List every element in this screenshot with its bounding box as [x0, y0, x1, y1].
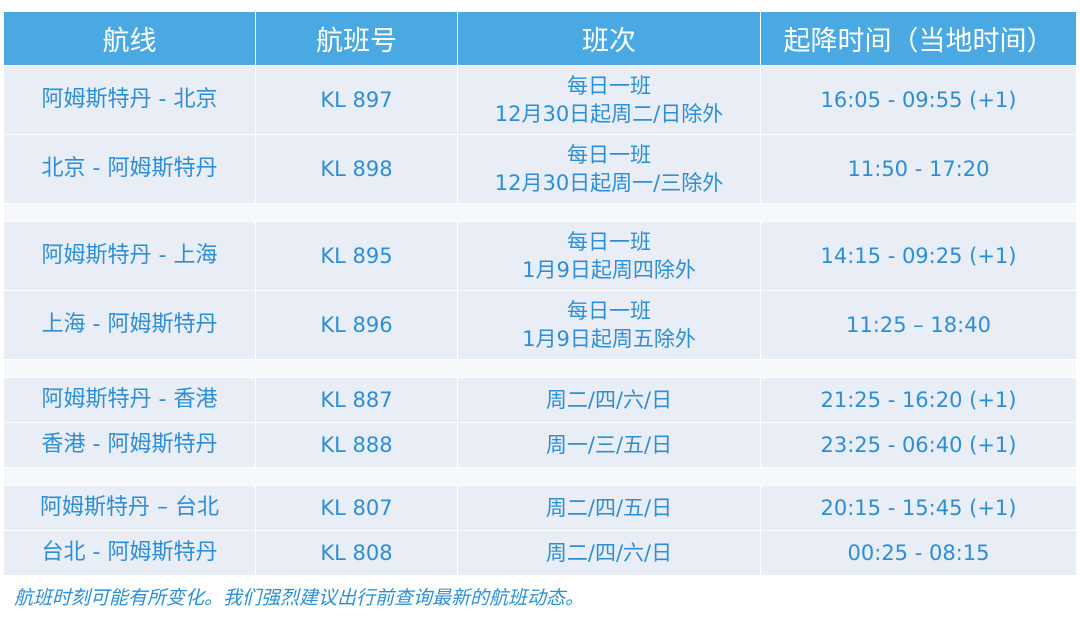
time-cell: 00:25 - 08:15 — [761, 531, 1076, 576]
frequency-line: 周一/三/五/日 — [545, 433, 673, 457]
table-row: 阿姆斯特丹 - 香港 KL 887 周二/四/六/日 21:25 - 16:20… — [4, 378, 1076, 423]
flight-number-cell: KL 808 — [256, 531, 458, 576]
route-cell: 阿姆斯特丹 – 台北 — [4, 486, 256, 531]
header-flight-number: 航班号 — [256, 12, 458, 66]
table-row: 台北 - 阿姆斯特丹 KL 808 周二/四/六/日 00:25 - 08:15 — [4, 531, 1076, 576]
frequency-line: 周二/四/五/日 — [545, 496, 673, 520]
table-row: 阿姆斯特丹 – 台北 KL 807 周二/四/五/日 20:15 - 15:45… — [4, 486, 1076, 531]
flight-number-cell: KL 898 — [256, 135, 458, 204]
time-cell: 11:50 - 17:20 — [761, 135, 1076, 204]
group-separator — [4, 204, 1076, 222]
frequency-cell: 每日一班 12月30日起周二/日除外 — [458, 66, 761, 135]
route-cell: 香港 - 阿姆斯特丹 — [4, 423, 256, 468]
frequency-line: 周二/四/六/日 — [545, 541, 673, 565]
frequency-cell: 周一/三/五/日 — [458, 423, 761, 468]
flight-schedule-table: 航线 航班号 班次 起降时间（当地时间） 阿姆斯特丹 - 北京 KL 897 每… — [4, 12, 1076, 576]
header-route: 航线 — [4, 12, 256, 66]
separator-cell — [4, 468, 1076, 486]
table-row: 上海 - 阿姆斯特丹 KL 896 每日一班 1月9日起周五除外 11:25 –… — [4, 291, 1076, 360]
table-row: 北京 - 阿姆斯特丹 KL 898 每日一班 12月30日起周一/三除外 11:… — [4, 135, 1076, 204]
frequency-line: 周二/四/六/日 — [545, 388, 673, 412]
time-cell: 14:15 - 09:25 (+1) — [761, 222, 1076, 291]
route-cell: 北京 - 阿姆斯特丹 — [4, 135, 256, 204]
time-cell: 11:25 – 18:40 — [761, 291, 1076, 360]
frequency-line: 每日一班 — [567, 143, 651, 167]
frequency-line: 每日一班 — [567, 230, 651, 254]
frequency-cell: 每日一班 12月30日起周一/三除外 — [458, 135, 761, 204]
route-cell: 台北 - 阿姆斯特丹 — [4, 531, 256, 576]
time-cell: 21:25 - 16:20 (+1) — [761, 378, 1076, 423]
frequency-cell: 每日一班 1月9日起周五除外 — [458, 291, 761, 360]
flight-number-cell: KL 895 — [256, 222, 458, 291]
flight-number-cell: KL 896 — [256, 291, 458, 360]
frequency-line: 每日一班 — [567, 299, 651, 323]
frequency-cell: 周二/四/六/日 — [458, 531, 761, 576]
separator-cell — [4, 204, 1076, 222]
group-separator — [4, 468, 1076, 486]
time-cell: 16:05 - 09:55 (+1) — [761, 66, 1076, 135]
flight-number-cell: KL 897 — [256, 66, 458, 135]
frequency-line: 1月9日起周五除外 — [522, 327, 696, 351]
frequency-line: 1月9日起周四除外 — [522, 258, 696, 282]
frequency-line: 12月30日起周二/日除外 — [494, 102, 724, 126]
route-cell: 上海 - 阿姆斯特丹 — [4, 291, 256, 360]
table-row: 阿姆斯特丹 - 上海 KL 895 每日一班 1月9日起周四除外 14:15 -… — [4, 222, 1076, 291]
flight-number-cell: KL 888 — [256, 423, 458, 468]
time-cell: 20:15 - 15:45 (+1) — [761, 486, 1076, 531]
frequency-cell: 每日一班 1月9日起周四除外 — [458, 222, 761, 291]
frequency-line: 12月30日起周一/三除外 — [494, 171, 724, 195]
schedule-footnote: 航班时刻可能有所变化。我们强烈建议出行前查询最新的航班动态。 — [14, 587, 585, 609]
frequency-line: 每日一班 — [567, 74, 651, 98]
header-frequency: 班次 — [458, 12, 761, 66]
flight-number-cell: KL 807 — [256, 486, 458, 531]
route-cell: 阿姆斯特丹 - 香港 — [4, 378, 256, 423]
table-row: 阿姆斯特丹 - 北京 KL 897 每日一班 12月30日起周二/日除外 16:… — [4, 66, 1076, 135]
frequency-cell: 周二/四/五/日 — [458, 486, 761, 531]
route-cell: 阿姆斯特丹 - 上海 — [4, 222, 256, 291]
time-cell: 23:25 - 06:40 (+1) — [761, 423, 1076, 468]
table-row: 香港 - 阿姆斯特丹 KL 888 周一/三/五/日 23:25 - 06:40… — [4, 423, 1076, 468]
route-cell: 阿姆斯特丹 - 北京 — [4, 66, 256, 135]
flight-number-cell: KL 887 — [256, 378, 458, 423]
group-separator — [4, 360, 1076, 378]
frequency-cell: 周二/四/六/日 — [458, 378, 761, 423]
schedule-container: 航线 航班号 班次 起降时间（当地时间） 阿姆斯特丹 - 北京 KL 897 每… — [4, 12, 1076, 576]
separator-cell — [4, 360, 1076, 378]
header-departure-arrival-time: 起降时间（当地时间） — [761, 12, 1076, 66]
table-header-row: 航线 航班号 班次 起降时间（当地时间） — [4, 12, 1076, 66]
